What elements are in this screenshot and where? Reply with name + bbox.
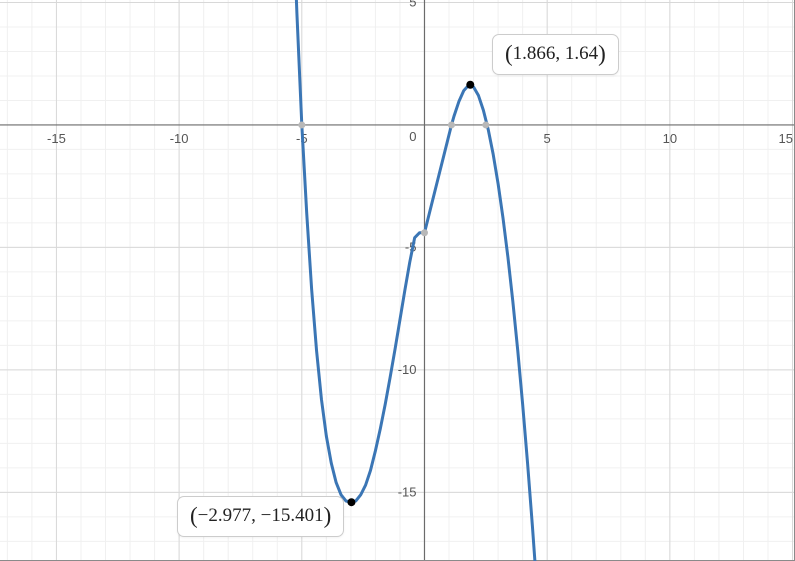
svg-text:-10: -10 bbox=[170, 131, 189, 146]
callout-local-max: (1.866, 1.64) bbox=[492, 34, 619, 75]
svg-text:0: 0 bbox=[409, 129, 416, 144]
callout-local-min: (−2.977, −15.401) bbox=[177, 496, 344, 537]
paren-open: ( bbox=[505, 41, 513, 66]
chart-container: -15-10-50510155-5-10-15 (1.866, 1.64) (−… bbox=[0, 0, 795, 561]
svg-text:15: 15 bbox=[779, 131, 793, 146]
paren-open: ( bbox=[190, 503, 198, 528]
svg-text:10: 10 bbox=[663, 131, 677, 146]
svg-text:5: 5 bbox=[544, 131, 551, 146]
chart-svg: -15-10-50510155-5-10-15 bbox=[0, 0, 795, 561]
svg-text:-15: -15 bbox=[47, 131, 66, 146]
callout-min-value: −2.977, −15.401 bbox=[198, 505, 324, 526]
svg-text:5: 5 bbox=[409, 0, 416, 9]
callout-max-value: 1.866, 1.64 bbox=[513, 43, 599, 64]
svg-text:-10: -10 bbox=[398, 362, 417, 377]
paren-close: ) bbox=[324, 503, 332, 528]
svg-text:-15: -15 bbox=[398, 484, 417, 499]
paren-close: ) bbox=[598, 41, 606, 66]
